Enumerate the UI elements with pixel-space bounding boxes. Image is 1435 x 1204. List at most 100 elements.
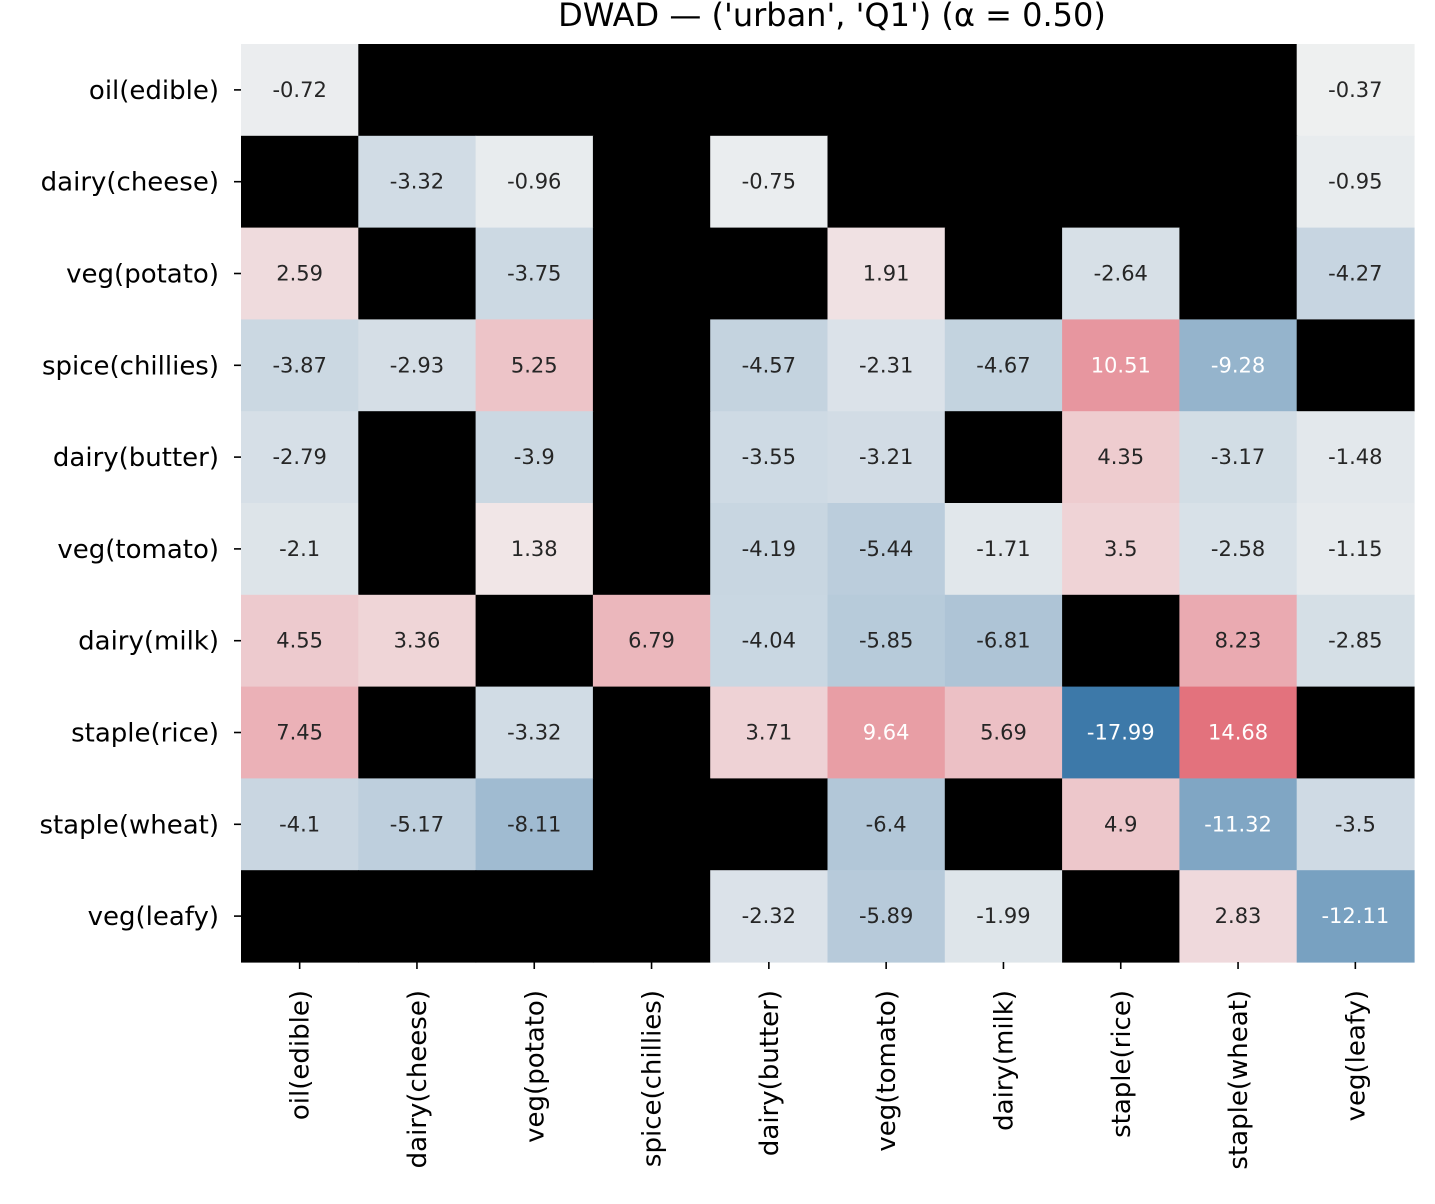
cell-value-label: -3.21 bbox=[859, 445, 913, 469]
heatmap-cell-r1-c9 bbox=[1296, 135, 1415, 229]
cell-value-label: -2.1 bbox=[279, 537, 320, 561]
cell-value-label: -2.58 bbox=[1211, 537, 1265, 561]
cell-value-label: -3.55 bbox=[742, 445, 796, 469]
cell-value-label: -6.4 bbox=[866, 812, 907, 836]
y-tick-label: dairy(milk) bbox=[78, 627, 219, 657]
chart-title: DWAD — ('urban', 'Q1') (α = 0.50) bbox=[558, 0, 1106, 34]
heatmap-cell-r6-c5 bbox=[827, 594, 946, 688]
heatmap-cell-r3-c9 bbox=[1296, 319, 1415, 412]
heatmap-cell-r8-c4 bbox=[710, 778, 829, 871]
heatmap-cell-r0-c3 bbox=[592, 44, 711, 137]
cell-value-label: -17.99 bbox=[1087, 721, 1155, 745]
heatmap-cell-r6-c0 bbox=[241, 594, 359, 688]
cell-value-label: -3.87 bbox=[272, 353, 326, 377]
cell-value-label: -0.96 bbox=[507, 170, 561, 194]
x-tick-label: spice(chillies) bbox=[638, 990, 668, 1167]
cell-value-label: -11.32 bbox=[1204, 812, 1272, 836]
cell-value-label: 1.91 bbox=[863, 262, 910, 286]
heatmap-cell-r0-c8 bbox=[1179, 44, 1298, 137]
heatmap-cell-r7-c5 bbox=[827, 686, 946, 779]
heatmap-cell-r2-c4 bbox=[710, 227, 829, 320]
heatmap-cell-r0-c7 bbox=[1062, 44, 1180, 137]
cell-value-label: -2.32 bbox=[742, 904, 796, 928]
heatmap-cell-r9-c5 bbox=[827, 870, 946, 963]
heatmap-cell-r1-c4 bbox=[710, 135, 829, 229]
heatmap-cell-r9-c6 bbox=[944, 870, 1063, 963]
cell-value-label: 2.83 bbox=[1215, 904, 1262, 928]
cell-value-label: -9.28 bbox=[1211, 353, 1265, 377]
x-tick-label: staple(rice) bbox=[1107, 990, 1137, 1138]
heatmap-cell-r5-c7 bbox=[1062, 503, 1180, 596]
heatmap-cell-r7-c9 bbox=[1296, 686, 1415, 779]
cell-value-label: -2.93 bbox=[390, 353, 444, 377]
y-tick-label: staple(wheat) bbox=[39, 810, 219, 840]
x-tick-label: veg(tomato) bbox=[872, 990, 902, 1152]
heatmap-cell-r4-c6 bbox=[944, 411, 1063, 504]
y-tick-label: dairy(cheese) bbox=[41, 168, 219, 198]
heatmap-cell-r8-c3 bbox=[592, 778, 711, 871]
cell-value-label: -2.85 bbox=[1328, 629, 1382, 653]
heatmap-cell-r7-c3 bbox=[592, 686, 711, 779]
heatmap-cell-r9-c7 bbox=[1062, 870, 1180, 963]
cell-value-label: -1.15 bbox=[1328, 537, 1382, 561]
heatmap-cell-r7-c1 bbox=[358, 686, 477, 779]
cell-value-label: 7.45 bbox=[276, 721, 323, 745]
heatmap-cell-r8-c9 bbox=[1296, 778, 1415, 871]
heatmap-cell-r2-c9 bbox=[1296, 227, 1415, 320]
cell-value-label: -4.27 bbox=[1328, 262, 1382, 286]
heatmap-cell-r2-c0 bbox=[241, 227, 359, 320]
heatmap-cell-r6-c1 bbox=[358, 594, 477, 688]
cell-value-label: 3.36 bbox=[394, 629, 441, 653]
heatmap-cell-r5-c4 bbox=[710, 503, 829, 596]
heatmap-cell-r9-c4 bbox=[710, 870, 829, 963]
x-tick-label: veg(potato) bbox=[520, 990, 550, 1143]
x-tick-label: oil(edible) bbox=[286, 990, 316, 1120]
heatmap-cell-r0-c0 bbox=[241, 44, 359, 137]
cell-value-label: -12.11 bbox=[1321, 904, 1389, 928]
heatmap-cell-r3-c7 bbox=[1062, 319, 1180, 412]
cell-value-label: 5.69 bbox=[980, 721, 1027, 745]
cell-value-label: 6.79 bbox=[628, 629, 675, 653]
heatmap-cell-r5-c8 bbox=[1179, 503, 1298, 596]
heatmap-cell-r4-c5 bbox=[827, 411, 946, 504]
cell-value-label: -5.17 bbox=[390, 812, 444, 836]
heatmap-cell-r1-c8 bbox=[1179, 135, 1298, 229]
heatmap-cell-r3-c2 bbox=[475, 319, 594, 412]
heatmap-cell-r1-c7 bbox=[1062, 135, 1180, 229]
cell-value-label: -4.19 bbox=[742, 537, 796, 561]
heatmap-cell-r6-c7 bbox=[1062, 594, 1180, 688]
heatmap-cell-r4-c4 bbox=[710, 411, 829, 504]
cell-value-label: -3.9 bbox=[514, 445, 555, 469]
cell-value-label: 4.35 bbox=[1097, 445, 1144, 469]
heatmap-cell-r9-c3 bbox=[592, 870, 711, 963]
heatmap-cell-r0-c1 bbox=[358, 44, 477, 137]
y-tick-label: oil(edible) bbox=[89, 76, 219, 106]
heatmap-cell-r3-c0 bbox=[241, 319, 359, 412]
heatmap-cell-r9-c9 bbox=[1296, 870, 1415, 963]
x-tick-label: dairy(milk) bbox=[989, 990, 1019, 1131]
cell-value-label: -0.75 bbox=[742, 170, 796, 194]
y-tick-label: veg(tomato) bbox=[57, 535, 219, 565]
heatmap-cell-r0-c9 bbox=[1296, 44, 1415, 137]
heatmap-cell-r9-c2 bbox=[475, 870, 594, 963]
y-axis: oil(edible) dairy(cheese) veg(potato) spice… bbox=[39, 76, 241, 932]
heatmap-cell-r6-c8 bbox=[1179, 594, 1298, 688]
cell-value-label: -6.81 bbox=[976, 629, 1030, 653]
heatmap-cell-r0-c5 bbox=[827, 44, 946, 137]
heatmap-cell-r4-c7 bbox=[1062, 411, 1180, 504]
heatmap-cell-r1-c1 bbox=[358, 135, 477, 229]
cell-value-label: -3.17 bbox=[1211, 445, 1265, 469]
cell-value-label: -2.64 bbox=[1094, 262, 1148, 286]
heatmap-cell-r4-c2 bbox=[475, 411, 594, 504]
heatmap-cell-r7-c4 bbox=[710, 686, 829, 779]
cell-value-label: 10.51 bbox=[1091, 353, 1151, 377]
cell-value-label: 5.25 bbox=[511, 353, 558, 377]
heatmap-cell-r8-c7 bbox=[1062, 778, 1180, 871]
heatmap-cell-r2-c6 bbox=[944, 227, 1063, 320]
heatmap-cell-r2-c2 bbox=[475, 227, 594, 320]
heatmap-cell-r7-c0 bbox=[241, 686, 359, 779]
heatmap-cell-r1-c3 bbox=[592, 135, 711, 229]
heatmap-cell-r5-c2 bbox=[475, 503, 594, 596]
heatmap-cell-r6-c9 bbox=[1296, 594, 1415, 688]
